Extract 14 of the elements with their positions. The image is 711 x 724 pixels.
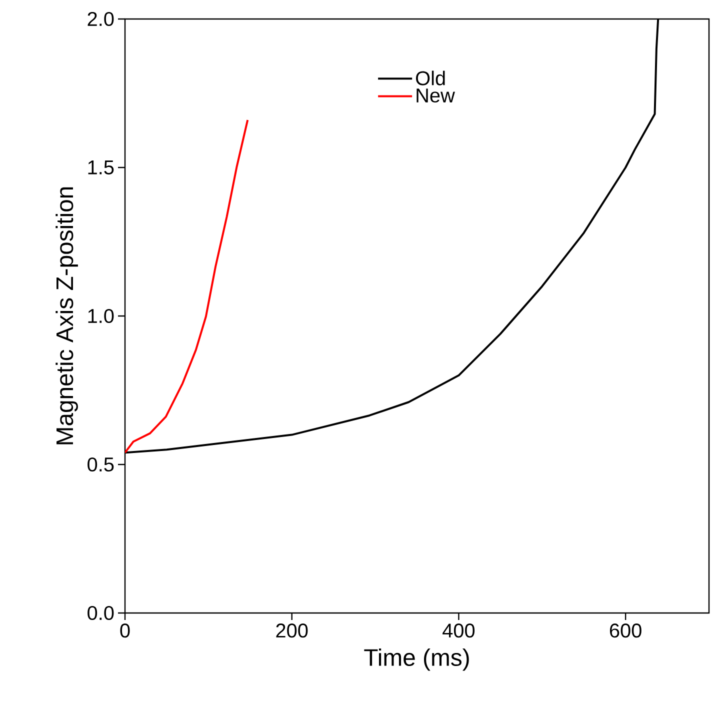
y-tick-label: 1.0	[88, 308, 114, 324]
legend-label: Old	[416, 70, 445, 86]
x-axis-title: Time (ms)	[364, 648, 469, 671]
y-tick-label: 1.5	[88, 160, 114, 174]
y-tick-label: 0.5	[88, 457, 114, 472]
x-tick-label: 400	[442, 624, 475, 638]
x-tick-label: 0	[120, 624, 130, 638]
y-tick-label: 0.0	[88, 606, 114, 620]
line-series	[125, 118, 249, 454]
y-tick-label: 2.0	[88, 12, 114, 26]
y-axis-title: Magnetic Axis Z-position	[56, 187, 78, 444]
x-tick-label: 600	[610, 624, 642, 638]
x-tick-label: 200	[276, 624, 308, 638]
legend-label: New	[416, 88, 455, 103]
